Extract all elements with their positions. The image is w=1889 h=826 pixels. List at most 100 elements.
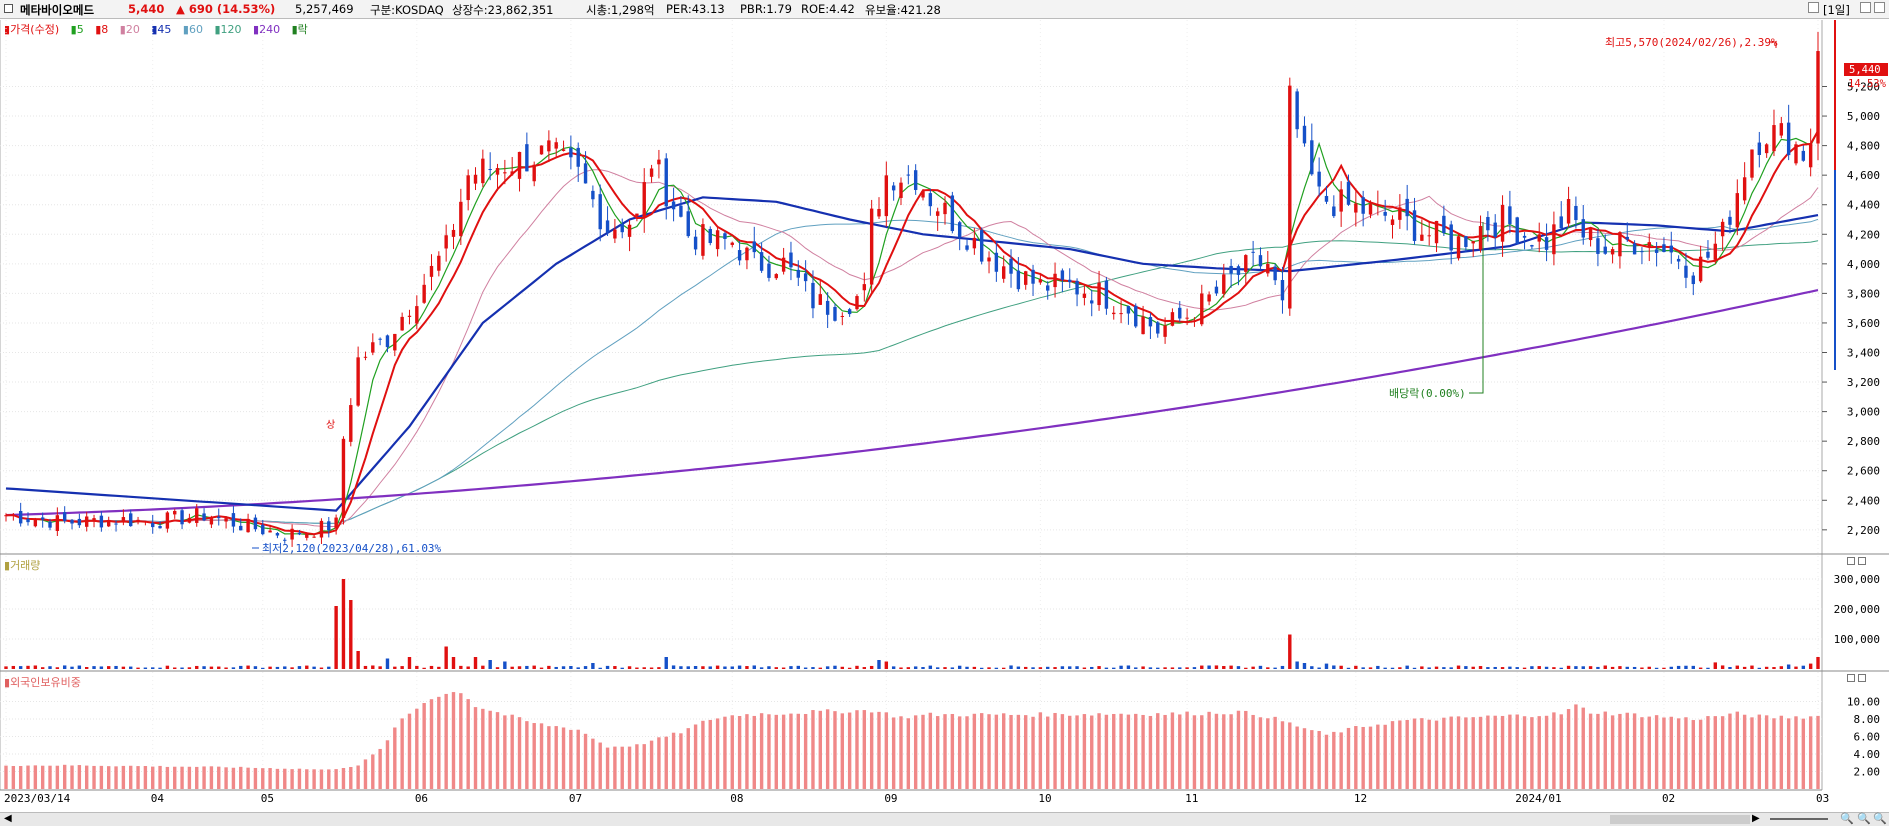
foreign-bar (1009, 714, 1013, 789)
candle-body (1610, 249, 1615, 255)
volume-bar (869, 665, 874, 669)
zoom-out-icon[interactable]: 🔍 (1840, 812, 1854, 825)
roe-value: ROE:4.42 (801, 2, 855, 16)
volume-bar (1361, 667, 1365, 669)
candle-body (671, 201, 676, 210)
candle-body (393, 333, 397, 351)
candle-body (1706, 251, 1710, 258)
foreign-bar (180, 766, 184, 789)
candle-body (1200, 293, 1204, 325)
candle-body (657, 159, 661, 165)
foreign-bar (1112, 713, 1116, 789)
volume-bar (297, 666, 302, 669)
volume-bar (752, 665, 756, 669)
zoom-slider[interactable] (1770, 818, 1828, 820)
candle-body (1090, 300, 1094, 304)
volume-bar (1713, 662, 1717, 669)
candle-body (693, 236, 698, 250)
volume-bar (1779, 666, 1784, 669)
legend-ma120[interactable]: ▮120 (214, 23, 242, 36)
foreign-bar (613, 746, 617, 789)
foreign-bar (1522, 716, 1527, 789)
volume-bar (1295, 661, 1299, 669)
market-cap: 시총:1,298억 (586, 3, 655, 17)
volume-bar (429, 665, 434, 669)
volume-bar (290, 667, 294, 669)
panel2-close-button[interactable] (1858, 674, 1866, 682)
high-arrow (1770, 41, 1777, 48)
volume-bar (1508, 666, 1512, 669)
volume-bar (1090, 666, 1094, 669)
legend-ex[interactable]: ▮락 (291, 23, 308, 36)
foreign-bar (297, 768, 302, 789)
foreign-bar (1779, 715, 1784, 789)
panel2-restore-button[interactable] (1847, 674, 1855, 682)
close-button[interactable] (1874, 2, 1885, 13)
legend-ma60[interactable]: ▮60 (182, 23, 203, 36)
zoom-reset-icon[interactable]: 🔍 (1857, 812, 1871, 825)
legend-ma5[interactable]: ▮5 (70, 23, 84, 36)
legend-ma8[interactable]: ▮8 (95, 23, 109, 36)
date-tick-label: 09 (884, 792, 897, 805)
legend-ma45[interactable]: ▮45 (151, 23, 172, 36)
candle-body (855, 296, 859, 310)
window-restore-button[interactable] (1808, 2, 1819, 13)
scroll-right-icon[interactable]: ▶ (1752, 813, 1760, 824)
foreign-bar (1537, 716, 1541, 789)
chart-scrollbar[interactable]: ◀ ▶ 🔍 🔍 🔍 (0, 812, 1889, 826)
scroll-left-icon[interactable]: ◀ (4, 813, 12, 824)
candle-body (1676, 258, 1681, 262)
candle-body (55, 515, 60, 531)
volume-bar (1119, 665, 1123, 669)
candle-body (1046, 285, 1050, 291)
volume-bar (1354, 665, 1358, 669)
price-badge-value: 5,440 (1849, 64, 1881, 76)
foreign-bar (1508, 714, 1512, 789)
timeframe-label[interactable]: [1일] (1823, 3, 1850, 17)
foreign-bar (4, 765, 8, 789)
legend-price[interactable]: ▮가격(수정) (4, 23, 60, 36)
dividend-arrow (1469, 222, 1484, 394)
candle-body (305, 533, 309, 538)
candle-body (1640, 251, 1644, 253)
window-max-button[interactable] (1860, 2, 1871, 13)
candle-body (884, 175, 889, 217)
foreign-bar (1097, 713, 1101, 789)
foreign-bar (1493, 715, 1497, 789)
volume-bar (686, 666, 690, 669)
zoom-in-icon[interactable]: 🔍 (1873, 812, 1887, 825)
foreign-bar (1016, 714, 1021, 789)
foreign-bar (906, 718, 911, 789)
candle-body (1713, 243, 1717, 260)
candle-body (217, 516, 221, 519)
candle-body (1068, 279, 1072, 283)
legend-ma20[interactable]: ▮20 (119, 23, 140, 36)
volume-bar (1031, 667, 1035, 669)
date-tick-label: 2024/01 (1515, 792, 1561, 805)
foreign-bar (1068, 715, 1072, 789)
candle-body (1178, 307, 1182, 319)
candle-body (994, 252, 999, 272)
candle-body (1126, 306, 1131, 314)
volume-bar (737, 665, 742, 669)
legend-ma240[interactable]: ▮240 (253, 23, 281, 36)
panel1-restore-button[interactable] (1847, 557, 1855, 565)
legend-price-label: 가격(수정) (10, 23, 60, 36)
y-axis-labels: 5,200 5,000 4,800 4,600 4,400 4,200 4,000 3,800… (1822, 81, 1880, 779)
foreign-bar (803, 713, 808, 789)
foreign-bar (1808, 716, 1813, 789)
scroll-track[interactable] (1610, 815, 1750, 824)
checkbox-icon[interactable] (4, 4, 13, 13)
foreign-bar (525, 721, 529, 789)
volume-bar (495, 667, 500, 669)
foreign-bar (642, 744, 646, 789)
price-grid (0, 20, 1822, 790)
date-tick-label: 10 (1038, 792, 1051, 805)
foreign-bar (774, 714, 778, 789)
foreign-bar (1310, 730, 1314, 789)
volume-bar (92, 666, 96, 669)
candle-body (752, 241, 756, 253)
panel1-close-button[interactable] (1858, 557, 1866, 565)
foreign-bar (466, 699, 470, 789)
